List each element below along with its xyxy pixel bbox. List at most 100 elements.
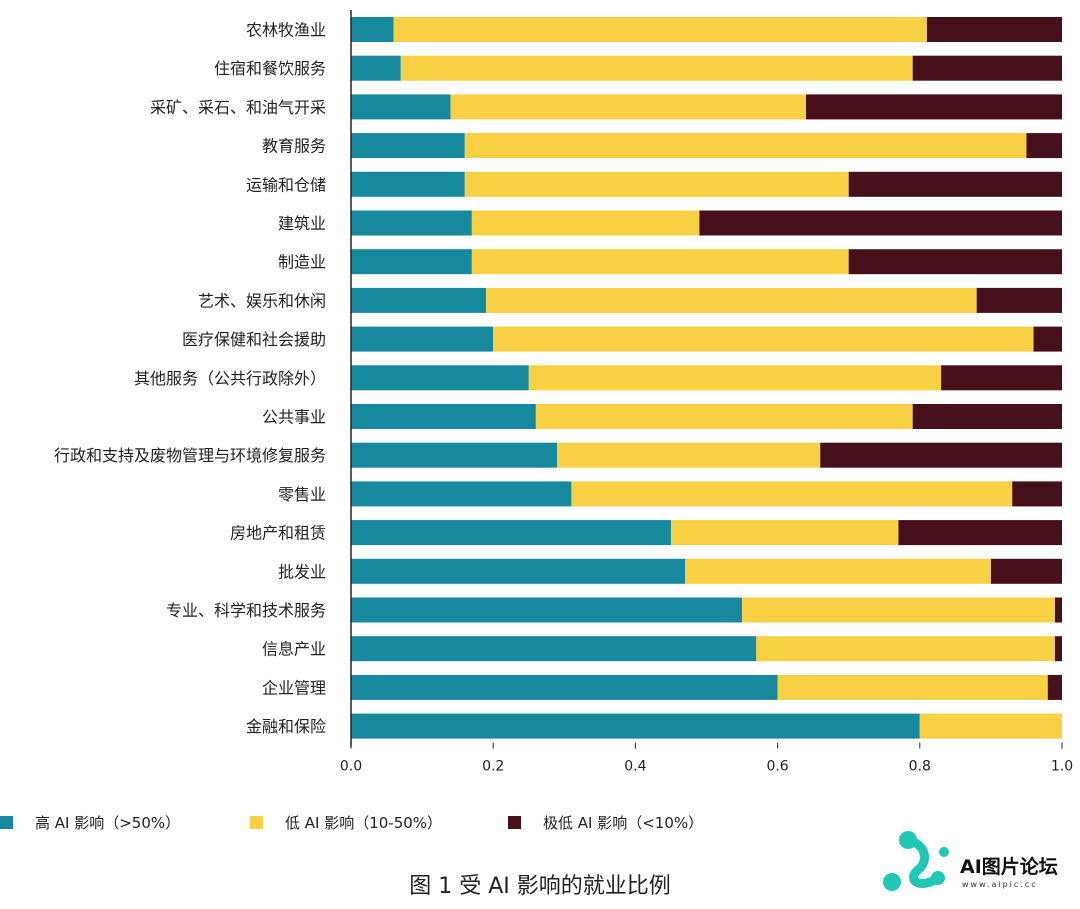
bar-segment-low <box>670 520 899 546</box>
bar-segment-very-low <box>990 558 1062 584</box>
bar-segment-high <box>351 520 671 546</box>
bar-segment-high <box>351 17 394 42</box>
category-label: 房地产和租赁 <box>230 524 326 543</box>
bar-segment-low <box>756 636 1055 662</box>
bar-segment-low <box>493 326 1034 352</box>
category-label: 零售业 <box>278 485 326 504</box>
category-label: 专业、科学和技术服务 <box>166 601 326 620</box>
category-label: 行政和支持及废物管理与环境修复服务 <box>54 446 326 465</box>
bar-segment-low <box>528 365 942 391</box>
bar-segment-low <box>450 94 807 120</box>
category-label: 教育服务 <box>262 137 326 156</box>
category-label: 农林牧渔业 <box>246 21 326 40</box>
bar-segment-high <box>351 287 487 313</box>
bar-segment-low <box>557 442 821 468</box>
x-tick-label: 0.6 <box>766 759 788 775</box>
category-label: 批发业 <box>278 562 326 581</box>
bar-segment-very-low <box>976 287 1062 313</box>
bar-segment-low <box>535 404 913 429</box>
x-tick-label: 0.4 <box>624 759 646 775</box>
bar-segment-very-low <box>820 442 1062 468</box>
bar-segment-high <box>351 365 529 391</box>
stacked-bar-chart: 农林牧渔业住宿和餐饮服务采矿、采石、和油气开采教育服务运输和仓储建筑业制造业艺术… <box>54 10 1073 775</box>
bar-segment-low <box>464 133 1027 159</box>
bar-segment-very-low <box>898 520 1062 546</box>
bar-segment-very-low <box>912 404 1062 429</box>
legend-item-low: 低 AI 影响（10-50%） <box>250 812 442 833</box>
bar-segment-very-low <box>1054 636 1062 662</box>
category-label: 采矿、采石、和油气开采 <box>150 98 326 117</box>
x-tick-label: 0.2 <box>482 759 504 775</box>
category-label: 建筑业 <box>278 214 326 233</box>
category-label: 信息产业 <box>262 640 326 659</box>
category-label: 公共事业 <box>262 408 326 427</box>
bar-segment-very-low <box>1033 326 1062 352</box>
bar-segment-low <box>571 481 1013 507</box>
bar-segment-high <box>351 210 472 236</box>
bar-segment-low <box>471 210 700 236</box>
bar-segment-low <box>486 287 977 313</box>
bar-segment-high <box>351 249 472 275</box>
legend-swatch-low <box>250 816 263 829</box>
bar-segment-high <box>351 404 536 429</box>
bar-segment-high <box>351 636 757 662</box>
bar-segment-very-low <box>848 171 1062 197</box>
category-label: 金融和保险 <box>246 717 326 736</box>
bar-segment-low <box>685 558 991 584</box>
bar-segment-high <box>351 133 465 159</box>
legend-label-high: 高 AI 影响（>50%） <box>35 814 181 832</box>
bar-segment-high <box>351 713 920 739</box>
category-label: 企业管理 <box>262 678 326 697</box>
legend-item-very-low: 极低 AI 影响（<10%） <box>508 812 703 833</box>
legend-item-high: 高 AI 影响（>50%） <box>0 812 180 833</box>
legend-swatch-high <box>0 816 13 829</box>
x-tick-label: 1.0 <box>1051 759 1073 775</box>
bar-segment-very-low <box>926 17 1062 42</box>
bar-segment-very-low <box>848 249 1062 275</box>
molecule-icon <box>883 831 949 891</box>
category-labels: 农林牧渔业住宿和餐饮服务采矿、采石、和油气开采教育服务运输和仓储建筑业制造业艺术… <box>54 21 326 737</box>
bar-segment-low <box>400 55 913 81</box>
bar-segment-high <box>351 442 558 468</box>
bar-segment-high <box>351 558 686 584</box>
bar-segment-low <box>393 17 927 42</box>
category-label: 制造业 <box>278 253 326 272</box>
watermark-text: AI图片论坛 <box>960 856 1058 878</box>
x-tick-label: 0.8 <box>909 759 931 775</box>
bar-segment-low <box>471 249 849 275</box>
category-label: 住宿和餐饮服务 <box>214 59 326 78</box>
watermark-logo: AI图片论坛 www.aipic.cc <box>880 830 1075 905</box>
bar-segment-high <box>351 597 743 623</box>
bar-segment-high <box>351 481 572 507</box>
legend: 高 AI 影响（>50%） 低 AI 影响（10-50%） 极低 AI 影响（<… <box>0 812 1080 838</box>
bar-segment-very-low <box>806 94 1062 120</box>
legend-swatch-very-low <box>508 816 521 829</box>
bar-segment-high <box>351 326 494 352</box>
category-label: 艺术、娱乐和休闲 <box>198 291 326 310</box>
bar-segment-very-low <box>1054 597 1062 623</box>
bar-segment-high <box>351 55 401 81</box>
category-label: 医疗保健和社会援助 <box>182 330 326 349</box>
bar-segment-low <box>742 597 1055 623</box>
x-axis-ticks: 0.0 0.2 0.4 0.6 0.8 1.0 <box>340 742 1073 775</box>
legend-label-very-low: 极低 AI 影响（<10%） <box>543 814 704 832</box>
bar-segment-very-low <box>941 365 1062 391</box>
bar-segment-low <box>777 674 1048 700</box>
figure-caption: 图 1 受 AI 影响的就业比例 <box>409 874 671 899</box>
category-label: 运输和仓储 <box>246 175 326 194</box>
bar-segment-high <box>351 674 778 700</box>
bar-segment-very-low <box>699 210 1062 236</box>
bars <box>351 17 1062 739</box>
x-tick-label: 0.0 <box>340 759 362 775</box>
bar-segment-high <box>351 171 465 197</box>
legend-label-low: 低 AI 影响（10-50%） <box>285 814 443 832</box>
watermark-url: www.aipic.cc <box>962 880 1038 889</box>
bar-segment-very-low <box>1047 674 1062 700</box>
category-label: 其他服务（公共行政除外） <box>134 369 326 388</box>
bar-segment-very-low <box>912 55 1062 81</box>
bar-segment-very-low <box>1026 133 1062 159</box>
bar-segment-low <box>464 171 849 197</box>
bar-segment-high <box>351 94 451 120</box>
bar-segment-low <box>919 713 1062 739</box>
bar-segment-very-low <box>1012 481 1062 507</box>
